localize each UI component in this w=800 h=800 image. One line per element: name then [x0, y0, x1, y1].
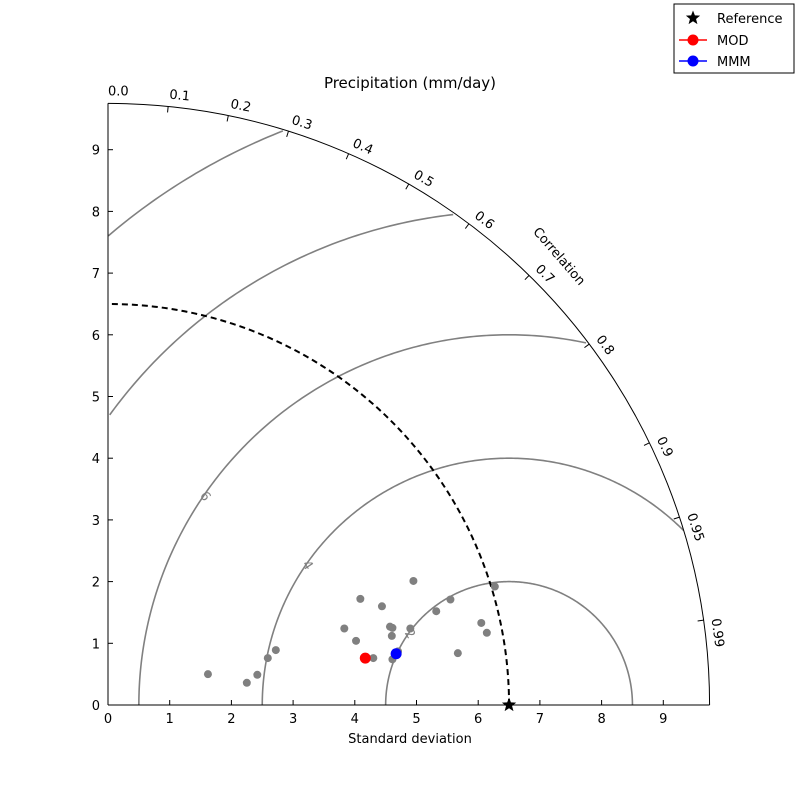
legend-item-mod: MOD	[679, 34, 748, 49]
correlation-tick-mark	[226, 115, 229, 122]
model-point	[203, 670, 212, 679]
model-point	[387, 631, 396, 640]
x-tick-label: 5	[412, 712, 420, 727]
correlation-tick-label: 0.2	[229, 97, 252, 116]
legend-marker-mod	[687, 34, 699, 46]
legend-star-icon	[685, 10, 701, 25]
y-tick-label: 7	[92, 267, 100, 282]
x-tick-label: 3	[289, 712, 297, 727]
rms-contours: 246	[107, 130, 685, 706]
legend: Reference MOD MMM	[673, 3, 795, 74]
x-tick-label: 4	[351, 712, 359, 727]
y-tick-label: 5	[92, 391, 100, 406]
correlation-tick-mark	[697, 619, 704, 622]
model-point	[369, 654, 378, 663]
x-axis-ticks: 0 1 2 3 4 5 6 7 8 9	[104, 700, 667, 727]
y-axis-ticks: 0 1 2 3 4 5 6 7 8 9	[92, 144, 113, 714]
model-point	[482, 628, 491, 637]
x-tick-label: 7	[536, 712, 544, 727]
model-point	[377, 602, 386, 611]
correlation-tick-mark	[673, 516, 680, 520]
model-point	[446, 595, 455, 604]
y-tick-label: 4	[92, 452, 100, 467]
x-tick-label: 2	[227, 712, 235, 727]
y-tick-label: 0	[92, 699, 100, 714]
model-point	[388, 623, 397, 632]
rms-contour	[261, 457, 685, 706]
y-tick-label: 9	[92, 144, 100, 159]
model-point	[242, 678, 251, 687]
legend-label-reference: Reference	[717, 12, 782, 27]
y-tick-label: 6	[92, 329, 100, 344]
correlation-tick-mark	[524, 275, 530, 281]
model-point	[356, 594, 365, 603]
correlation-ticks: 0.0 0.10.20.30.40.50.60.70.80.90.950.99	[107, 84, 727, 648]
chart-title: Precipitation (mm/day)	[324, 74, 496, 92]
model-point	[477, 618, 486, 627]
correlation-tick-mark	[167, 106, 169, 113]
correlation-axis-label: Correlation	[529, 225, 587, 289]
legend-marker-mmm	[687, 55, 699, 67]
correlation-tick-label: 0.3	[290, 113, 314, 134]
correlation-tick-mark	[286, 130, 289, 138]
correlation-tick-mark	[643, 442, 650, 446]
data-points	[203, 576, 517, 712]
rms-contour	[384, 580, 634, 705]
model-point	[271, 646, 280, 655]
mmm-point	[390, 648, 402, 660]
correlation-tick-label: 0.99	[708, 617, 727, 648]
legend-item-reference: Reference	[685, 10, 782, 27]
model-point	[352, 636, 361, 645]
reference-std-arc	[107, 302, 511, 706]
x-tick-label: 6	[474, 712, 482, 727]
x-tick-label: 0	[104, 712, 112, 727]
mod-point	[359, 652, 371, 664]
y-tick-label: 3	[92, 514, 100, 529]
correlation-tick-mark	[584, 343, 590, 349]
correlation-tick-mark	[405, 183, 410, 190]
legend-item-mmm: MMM	[679, 55, 751, 70]
x-tick-label: 9	[659, 712, 667, 727]
correlation-tick-label: 0.9	[653, 435, 676, 460]
outer-boundary-arc	[107, 102, 711, 706]
correlation-tick-label: 0.0	[108, 84, 129, 99]
model-point	[490, 582, 499, 591]
y-tick-label: 8	[92, 205, 100, 220]
model-point	[406, 624, 415, 633]
x-axis-label: Standard deviation	[348, 732, 472, 747]
correlation-tick-label: 0.7	[532, 262, 557, 287]
correlation-tick-label: 0.4	[350, 136, 375, 158]
model-point	[253, 670, 262, 679]
rms-contour	[109, 213, 454, 416]
correlation-tick-label: 0.1	[169, 88, 191, 105]
x-tick-label: 8	[597, 712, 605, 727]
y-tick-label: 2	[92, 576, 100, 591]
legend-label-mmm: MMM	[717, 55, 751, 70]
legend-label-mod: MOD	[717, 34, 748, 49]
model-point	[263, 654, 272, 663]
correlation-tick-label: 0.8	[593, 333, 617, 359]
model-point	[340, 624, 349, 633]
reference-star-icon	[501, 697, 517, 712]
x-tick-label: 1	[166, 712, 174, 727]
correlation-tick-mark	[464, 223, 470, 229]
model-point	[453, 649, 462, 658]
model-point	[432, 607, 441, 616]
correlation-tick-label: 0.95	[683, 511, 706, 543]
correlation-tick-mark	[345, 153, 350, 160]
rms-contour	[138, 333, 587, 706]
model-point	[409, 576, 418, 585]
correlation-tick-label: 0.6	[471, 209, 497, 233]
rms-contour	[107, 130, 284, 237]
y-tick-label: 1	[92, 637, 100, 652]
